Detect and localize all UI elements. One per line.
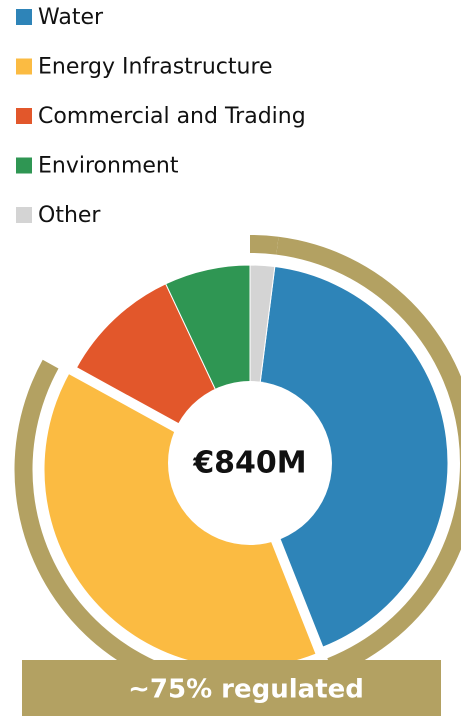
legend-label: Energy Infrastructure: [38, 55, 273, 80]
annotation-banner: [22, 660, 441, 716]
legend: Water Energy Infrastructure Commercial and…: [16, 5, 306, 228]
donut-hole: [168, 381, 332, 545]
annotation: ~75% regulated: [128, 675, 364, 705]
legend-swatch: [16, 58, 32, 75]
donut: €840M: [14, 235, 461, 698]
legend-swatch: [16, 9, 32, 25]
legend-swatch: [16, 108, 32, 124]
slice: [249, 266, 449, 648]
legend-label: Commercial and Trading: [38, 104, 306, 129]
center-label: €840M: [192, 446, 306, 481]
legend-label: Other: [38, 203, 101, 228]
legend-label: Water: [38, 5, 104, 30]
ring-arc: [14, 359, 327, 698]
legend-label: Environment: [38, 154, 179, 179]
legend-swatch: [16, 157, 32, 174]
ring-arc: [250, 235, 279, 255]
slice: [44, 374, 316, 668]
legend-swatch: [16, 207, 32, 223]
